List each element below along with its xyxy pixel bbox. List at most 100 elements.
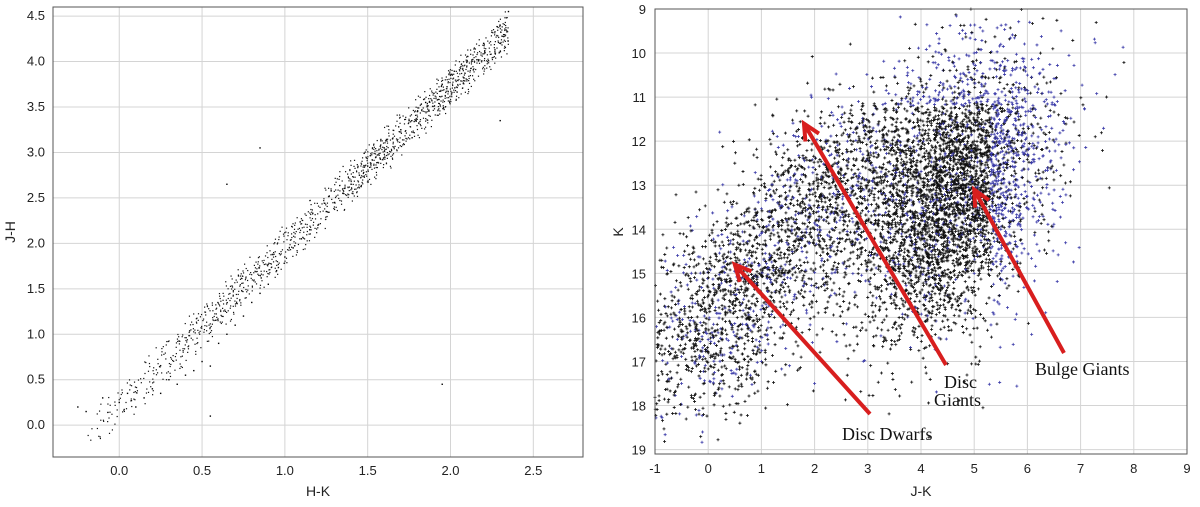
left-data-point [408,118,410,120]
left-data-point [277,267,279,269]
left-data-point [478,44,480,47]
left-data-point [305,244,307,246]
right-data-point [663,253,667,257]
right-data-point [665,325,669,329]
left-data-point [461,65,463,67]
left-data-point [491,30,493,32]
left-data-point [251,286,254,288]
right-data-point [1020,242,1024,246]
right-data-point [815,172,819,176]
left-data-point [507,40,509,42]
left-data-point [376,166,378,169]
left-data-point [455,98,457,100]
left-data-point [446,97,448,99]
right-data-point [781,221,785,225]
right-data-point [798,203,802,207]
right-data-point [725,332,729,336]
right-data-point [831,113,835,117]
left-data-point [296,249,298,252]
right-data-point [803,109,807,113]
right-data-point [677,310,681,314]
right-data-point [723,270,727,274]
right-data-point [730,394,734,398]
right-data-point [808,317,812,321]
right-data-point [779,271,783,275]
left-data-point [402,115,404,117]
right-data-point [851,250,855,254]
right-data-point [850,150,854,154]
right-data-point [788,288,792,292]
left-data-point [353,195,355,197]
left-data-point [231,278,233,280]
left-data-point [231,286,234,288]
left-data-point [220,309,222,311]
right-data-point [832,123,836,127]
left-data-point [426,111,428,113]
left-data-point [350,160,352,162]
right-data-point [858,171,862,175]
right-data-point [722,200,726,204]
left-data-point [178,343,180,345]
right-data-point [841,294,845,298]
right-data-point [724,367,728,371]
left-data-point [504,40,506,42]
right-data-point [848,343,852,347]
right-data-point [664,311,668,315]
right-data-point [1019,238,1023,242]
right-data-point [792,308,796,312]
left-data-point [190,329,192,331]
left-data-point [375,164,377,166]
right-data-point [822,218,826,222]
right-data-point [852,157,856,161]
right-data-point [1032,233,1036,237]
left-data-point [444,95,446,97]
right-data-point [857,121,861,125]
left-data-point [244,263,246,265]
right-data-point [689,229,693,233]
right-data-point [673,220,677,224]
left-data-point [367,181,369,183]
right-data-point [782,302,786,306]
right-data-point [964,32,968,36]
right-data-point [797,228,801,232]
right-data-point [865,149,869,153]
right-data-point [816,219,820,223]
right-data-point [758,243,762,247]
right-data-point [766,342,770,346]
left-data-point [220,300,222,302]
right-data-point [706,349,710,353]
right-data-point [701,257,705,261]
left-data-point [391,138,394,140]
left-data-point [246,291,248,293]
right-data-point [856,200,860,204]
right-data-point [814,282,818,286]
right-data-point [845,229,849,233]
left-data-point [392,133,394,135]
right-data-point [736,378,740,382]
left-data-point [435,98,437,100]
left-data-point [504,35,506,37]
left-data-point [467,92,469,95]
right-data-point [790,248,794,252]
left-data-point [352,176,355,178]
left-data-point [481,61,483,63]
left-data-point [464,91,467,93]
right-data-point [755,147,759,151]
right-data-point [770,174,774,178]
right-data-point [788,313,792,317]
right-data-point [807,182,811,186]
left-data-point [470,61,473,63]
left-data-point [447,70,450,72]
right-data-point [1071,38,1075,42]
left-data-point [394,145,396,148]
right-data-point [741,170,745,174]
right-data-point [814,156,818,160]
right-data-point [875,156,879,160]
right-data-point [836,249,840,253]
left-data-point [203,318,205,320]
right-data-point [889,116,893,120]
left-data-point [431,90,433,92]
left-data-point [330,190,332,192]
left-data-point [428,114,430,117]
right-data-point [750,330,754,334]
